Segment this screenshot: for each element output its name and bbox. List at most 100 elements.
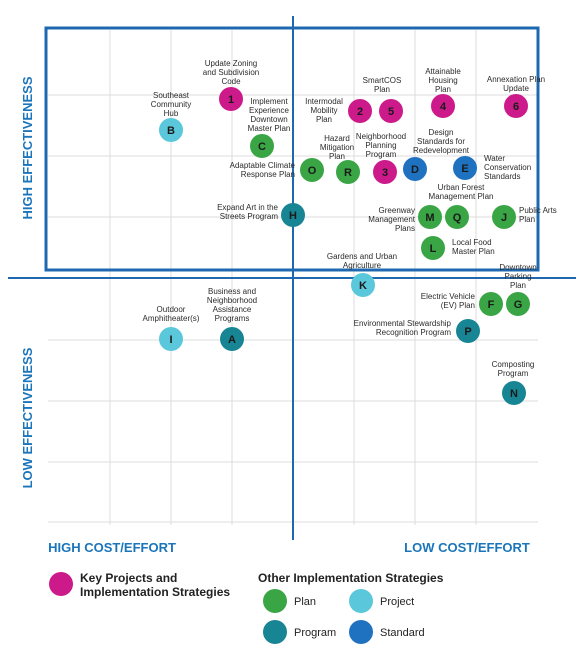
- strategy-marker-plan: [506, 292, 530, 316]
- strategy-label-line: Composting: [492, 360, 535, 369]
- strategy-label-line: Master Plan: [248, 124, 291, 133]
- strategy-label-line: Hazard: [324, 134, 350, 143]
- strategy-label-line: Design: [429, 128, 454, 137]
- strategy-label-line: Planning: [365, 141, 396, 150]
- strategy-label-line: Plan: [316, 115, 332, 124]
- strategy-marker-key: [219, 87, 243, 111]
- strategy-label-line: Outdoor: [157, 305, 186, 314]
- strategy-label-line: Public Arts: [519, 206, 557, 215]
- strategy-label-line: Mitigation: [320, 143, 354, 152]
- strategy-marker-id: E: [461, 163, 468, 175]
- strategy-marker-program: [281, 203, 305, 227]
- strategy-marker-id: P: [464, 326, 471, 338]
- strategy-marker-id: H: [289, 210, 297, 222]
- axis-high-cost: HIGH COST/EFFORT: [48, 540, 176, 555]
- strategy-label-line: Parking: [504, 272, 531, 281]
- strategy-marker-key: [431, 94, 455, 118]
- strategy-label-line: Electric Vehicle: [421, 292, 476, 301]
- strategy-label-line: Implement: [250, 97, 288, 106]
- strategy-label-line: Community: [151, 100, 191, 109]
- strategy-label-line: Adaptable Climate: [230, 161, 296, 170]
- legend-standard-swatch: [349, 620, 373, 644]
- strategy-marker-id: F: [488, 299, 495, 311]
- strategy-label-line: Downtown: [250, 115, 287, 124]
- strategy-label-line: Standards for: [417, 137, 465, 146]
- strategy-label-line: Agriculture: [343, 261, 382, 270]
- strategy-label-line: Code: [221, 77, 241, 86]
- strategy-label-line: Environmental Stewardship: [354, 319, 452, 328]
- strategy-marker-id: R: [344, 167, 352, 179]
- strategy-marker-plan: [336, 160, 360, 184]
- strategy-label-line: Plan: [519, 215, 535, 224]
- strategy-marker-id: L: [430, 243, 437, 255]
- legend-project-swatch: [349, 589, 373, 613]
- strategy-label-line: Master Plan: [452, 247, 495, 256]
- strategy-marker-id: K: [359, 280, 367, 292]
- legend-other-title: Other Implementation Strategies: [258, 571, 444, 585]
- strategy-marker-program: [456, 319, 480, 343]
- strategy-label-line: Plans: [395, 224, 415, 233]
- strategy-label-line: Annexation Plan: [487, 75, 545, 84]
- strategy-label-line: Update: [503, 84, 529, 93]
- strategy-label-line: Programs: [215, 314, 250, 323]
- legend-standard-label: Standard: [380, 627, 425, 639]
- strategy-label-line: Program: [498, 369, 529, 378]
- strategy-label-line: Amphitheater(s): [143, 314, 200, 323]
- legend-key-line1: Key Projects and: [80, 571, 177, 585]
- strategy-label-line: Plan: [329, 152, 345, 161]
- strategy-label-line: Plan: [435, 85, 451, 94]
- strategy-label-line: Mobility: [310, 106, 337, 115]
- strategy-label-line: Response Plan: [241, 170, 295, 179]
- legend-key-swatch: [49, 572, 73, 596]
- strategy-label-line: SmartCOS: [363, 76, 402, 85]
- legend-plan-label: Plan: [294, 596, 316, 608]
- strategy-marker-plan: [479, 292, 503, 316]
- strategy-marker-id: O: [308, 165, 317, 177]
- strategy-label-line: Housing: [428, 76, 457, 85]
- strategy-marker-id: 4: [440, 101, 447, 113]
- strategy-label-line: Hub: [164, 109, 179, 118]
- strategy-marker-key: [373, 160, 397, 184]
- strategy-label-line: and Subdivision: [203, 68, 259, 77]
- strategy-marker-plan: [492, 205, 516, 229]
- legend-project-label: Project: [380, 596, 414, 608]
- strategy-label-line: Standards: [484, 172, 520, 181]
- strategy-marker-id: A: [228, 334, 236, 346]
- strategy-label-line: Plan: [510, 281, 526, 290]
- strategy-label-line: Neighborhood: [356, 132, 406, 141]
- strategy-label-line: Business and: [208, 287, 256, 296]
- strategy-marker-plan: [421, 236, 445, 260]
- strategy-marker-id: C: [258, 141, 266, 153]
- strategy-marker-id: Q: [453, 212, 462, 224]
- legend-key-line2: Implementation Strategies: [80, 585, 230, 599]
- strategy-marker-id: M: [425, 212, 434, 224]
- strategy-label-line: Gardens and Urban: [327, 252, 397, 261]
- axis-high-effectiveness: HIGH EFFECTIVENESS: [20, 76, 35, 219]
- strategy-marker-id: B: [167, 125, 175, 137]
- legend-program-label: Program: [294, 627, 336, 639]
- strategy-marker-program: [502, 381, 526, 405]
- strategy-marker-key: [348, 99, 372, 123]
- strategy-label-line: Program: [366, 150, 397, 159]
- strategy-label-line: Local Food: [452, 238, 492, 247]
- strategy-marker-project: [159, 327, 183, 351]
- strategy-label-line: Urban Forest: [438, 183, 485, 192]
